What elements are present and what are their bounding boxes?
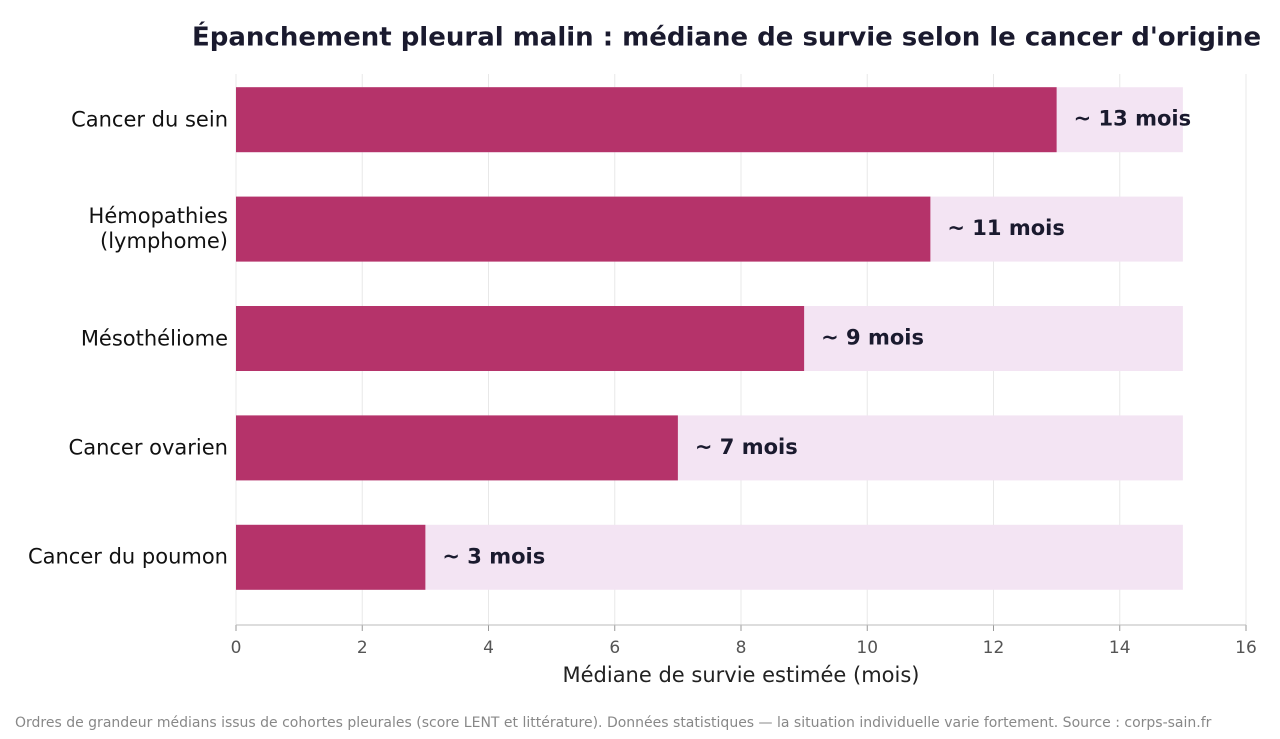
bar bbox=[236, 87, 1057, 153]
value-label: ~ 3 mois bbox=[442, 544, 545, 568]
value-label: ~ 7 mois bbox=[695, 435, 798, 459]
value-label: ~ 13 mois bbox=[1074, 107, 1191, 131]
y-tick-label: Cancer du sein bbox=[71, 107, 228, 132]
x-tick-label: 10 bbox=[856, 638, 878, 658]
x-tick-label: 0 bbox=[231, 638, 242, 658]
x-tick-label: 4 bbox=[483, 638, 494, 658]
footnote: Ordres de grandeur médians issus de coho… bbox=[15, 715, 1212, 731]
y-tick-label: Cancer du poumon bbox=[27, 544, 228, 569]
x-axis-label: Médiane de survie estimée (mois) bbox=[562, 663, 919, 687]
bar bbox=[236, 196, 931, 262]
y-tick-label: Mésothéliome bbox=[80, 326, 228, 350]
bar bbox=[236, 524, 426, 590]
x-tick-label: 2 bbox=[357, 638, 368, 658]
x-tick-label: 6 bbox=[609, 638, 620, 658]
y-tick-label: Cancer ovarien bbox=[68, 435, 228, 460]
bar bbox=[236, 306, 805, 371]
bar bbox=[236, 415, 678, 481]
x-tick-label: 12 bbox=[983, 638, 1005, 658]
x-tick-label: 8 bbox=[736, 638, 747, 658]
value-label: ~ 9 mois bbox=[821, 326, 924, 350]
value-label: ~ 11 mois bbox=[947, 216, 1064, 240]
x-tick-label: 14 bbox=[1109, 638, 1131, 658]
y-tick-label: Hémopathies (lymphome) bbox=[88, 204, 228, 254]
x-tick-label: 16 bbox=[1235, 638, 1257, 658]
chart-title: Épanchement pleural malin : médiane de s… bbox=[192, 21, 1261, 53]
